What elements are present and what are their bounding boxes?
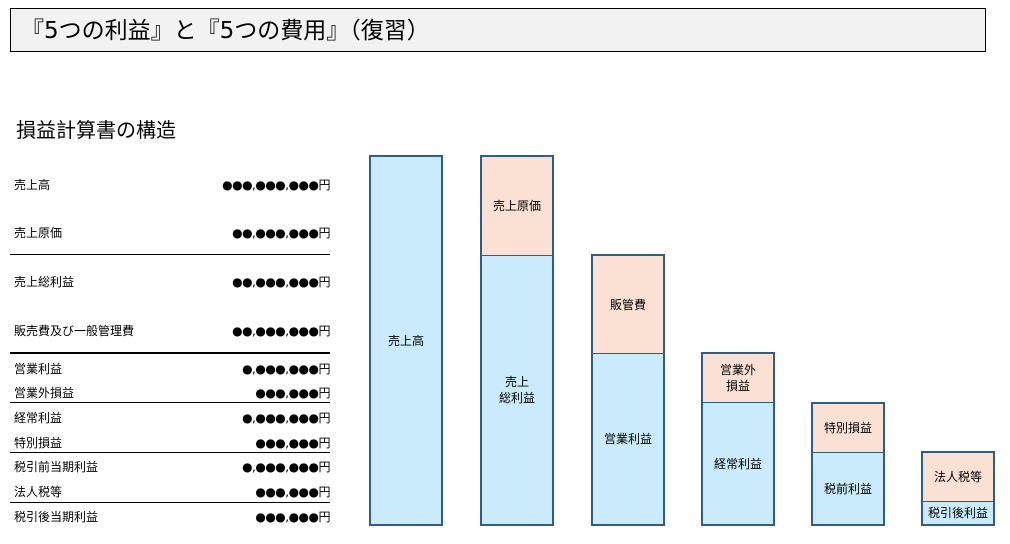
title-box: 『5つの利益』と『5つの費用』（復習） (10, 8, 986, 52)
statement-label: 営業利益 (14, 362, 63, 376)
cogs-block: 売上原価 (482, 157, 552, 255)
statement-value: ●●,●●●,●●●円 (232, 275, 330, 289)
page-title: 『5つの利益』と『5つの費用』（復習） (21, 18, 430, 44)
sales-label: 売上高 (387, 334, 424, 348)
statement-label: 税引前当期利益 (14, 460, 99, 474)
statement-label: 税引後当期利益 (14, 510, 99, 524)
statement-value: ●●,●●●,●●●円 (232, 324, 330, 338)
net-profit-block: 税引後利益 (923, 501, 993, 524)
statement-value: ●●●,●●●円 (255, 485, 330, 499)
statement-label: 営業外損益 (14, 386, 75, 400)
sales-block: 売上高 (369, 155, 443, 526)
pretax-profit-label: 税前利益 (823, 481, 872, 496)
divider (10, 502, 330, 503)
divider (10, 402, 330, 403)
statement-value: ●,●●●,●●●円 (242, 460, 330, 474)
tax-label: 法人税等 (933, 470, 982, 484)
operating-profit-block: 営業利益 (593, 353, 663, 524)
pretax-profit-block: 税前利益 (813, 452, 883, 524)
net-profit-column: 法人税等 税引後利益 (921, 451, 995, 526)
section-heading: 損益計算書の構造 (16, 118, 176, 142)
sga-label: 販管費 (609, 297, 646, 312)
pretax-profit-column: 特別損益 税前利益 (811, 402, 885, 526)
extraordinary-label: 特別損益 (823, 421, 872, 435)
operating-profit-column: 販管費 営業利益 (591, 254, 665, 526)
statement-label: 売上総利益 (14, 275, 75, 289)
statement-value: ●,●●●,●●●円 (242, 411, 330, 425)
cogs-label: 売上原価 (492, 199, 541, 213)
statement-label: 売上原価 (14, 226, 63, 240)
statement-label: 経常利益 (14, 411, 63, 425)
non-operating-label: 営業外 損益 (719, 363, 756, 393)
gross-profit-block: 売上 総利益 (482, 255, 552, 524)
net-profit-label: 税引後利益 (927, 506, 988, 520)
tax-block: 法人税等 (923, 453, 993, 501)
non-operating-block: 営業外 損益 (703, 354, 773, 402)
sga-block: 販管費 (593, 256, 663, 353)
statement-label: 特別損益 (14, 436, 63, 450)
statement-value: ●●●,●●●円 (255, 510, 330, 524)
extraordinary-block: 特別損益 (813, 404, 883, 452)
statement-label: 販売費及び一般管理費 (14, 324, 135, 338)
ordinary-profit-label: 経常利益 (713, 456, 762, 471)
divider (10, 452, 330, 453)
statement-value: ●,●●●,●●●円 (242, 362, 330, 376)
statement-value: ●●●,●●●,●●●円 (222, 178, 330, 192)
statement-label: 法人税等 (14, 485, 63, 499)
divider (10, 352, 330, 354)
gross-profit-column: 売上原価 売上 総利益 (480, 155, 554, 526)
statement-value: ●●,●●●,●●●円 (232, 226, 330, 240)
operating-profit-label: 営業利益 (603, 432, 652, 446)
statement-label: 売上高 (14, 178, 51, 192)
divider (10, 254, 330, 255)
gross-profit-label: 売上 総利益 (498, 375, 535, 405)
ordinary-profit-column: 営業外 損益 経常利益 (701, 352, 775, 526)
statement-value: ●●●,●●●円 (255, 386, 330, 400)
statement-value: ●●●,●●●円 (255, 436, 330, 450)
ordinary-profit-block: 経常利益 (703, 402, 773, 524)
